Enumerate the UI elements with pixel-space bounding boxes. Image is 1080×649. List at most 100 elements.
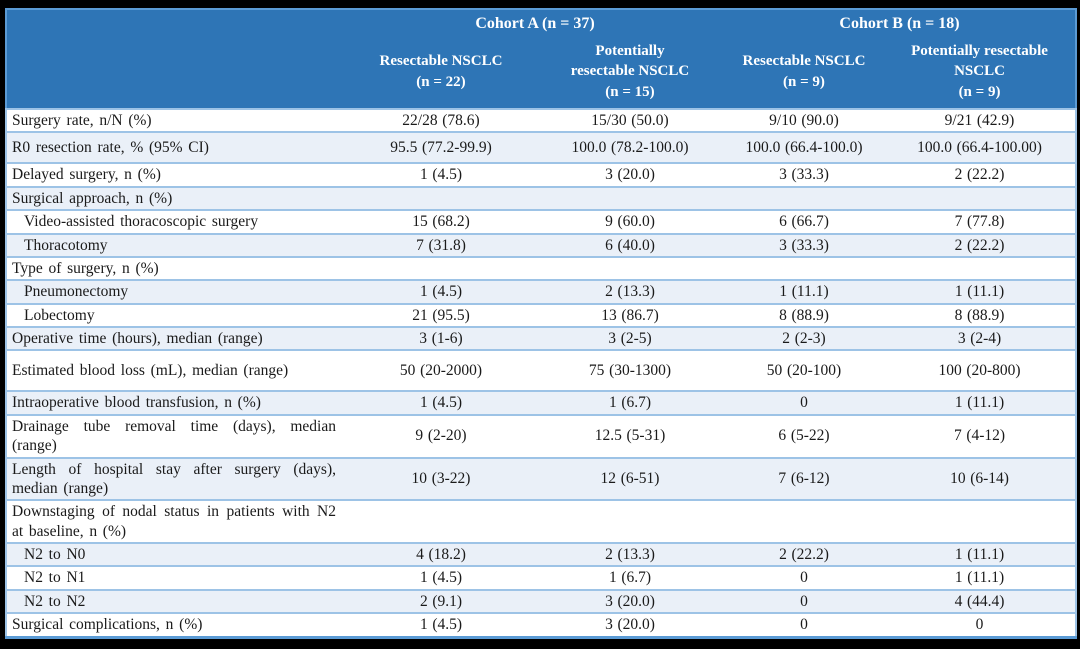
table-row: Intraoperative blood transfusion, n (%) 1… bbox=[6, 390, 1077, 415]
cell-value: 3 (2-4) bbox=[884, 325, 1077, 351]
table-row: N2 to N0 4 (18.2) 2 (13.3) 2 (22.2) 1 (11.1) bbox=[6, 541, 1077, 567]
table-row: Lobectomy 21 (95.5) 13 (86.7) 8 (88.9) 8 (88… bbox=[6, 302, 1077, 327]
cell-value: 3 (20.0) bbox=[536, 588, 724, 614]
cell-value: 100.0 (66.4-100.00) bbox=[884, 131, 1077, 164]
cell-value: 1 (11.1) bbox=[884, 565, 1077, 590]
cell-value: 2 (13.3) bbox=[536, 541, 724, 567]
table-row: Drainage tube removal time (days), media… bbox=[6, 413, 1077, 458]
cell-value: 2 (2-3) bbox=[724, 325, 884, 351]
cell-value: 8 (88.9) bbox=[884, 302, 1077, 327]
cell-value: 15 (68.2) bbox=[346, 209, 536, 234]
cell-value: 3 (1-6) bbox=[346, 325, 536, 351]
table-row: R0 resection rate, % (95% CI) 95.5 (77.2-… bbox=[6, 131, 1077, 164]
cell-value: 0 bbox=[724, 588, 884, 614]
subgroup-header-row: Resectable NSCLC (n = 22) Potentially re… bbox=[6, 35, 1077, 109]
cell-value: 15/30 (50.0) bbox=[536, 107, 724, 133]
cell-value: 3 (2-5) bbox=[536, 325, 724, 351]
table-row: Type of surgery, n (%) bbox=[6, 255, 1077, 281]
cell-value: 100.0 (78.2-100.0) bbox=[536, 131, 724, 164]
table-row: Pneumonectomy 1 (4.5) 2 (13.3) 1 (11.1) 1 (1… bbox=[6, 279, 1077, 304]
cell-value: 1 (4.5) bbox=[346, 612, 536, 637]
row-label: Surgical complications, n (%) bbox=[6, 612, 346, 637]
cell-value: 8 (88.9) bbox=[724, 302, 884, 327]
empty-corner-cell bbox=[6, 9, 346, 109]
table-row: Surgical complications, n (%) 1 (4.5) 3 (2… bbox=[6, 612, 1077, 637]
cell-value: 1 (4.5) bbox=[346, 279, 536, 304]
cell-value: 75 (30-1300) bbox=[536, 349, 724, 392]
cell-value: 9 (2-20) bbox=[346, 413, 536, 458]
cell-value: 13 (86.7) bbox=[536, 302, 724, 327]
table-row: Delayed surgery, n (%) 1 (4.5) 3 (20.0) 3 (… bbox=[6, 162, 1077, 187]
table-body: Surgery rate, n/N (%) 22/28 (78.6) 15/30 (… bbox=[6, 107, 1077, 637]
surgery-outcomes-table: Cohort A (n = 37) Cohort B (n = 18) Rese… bbox=[5, 8, 1078, 639]
cell-value bbox=[884, 185, 1077, 211]
table-row: N2 to N1 1 (4.5) 1 (6.7) 0 1 (11.1) bbox=[6, 565, 1077, 590]
table-row: Surgical approach, n (%) bbox=[6, 185, 1077, 211]
cell-value: 1 (4.5) bbox=[346, 390, 536, 415]
cell-value: 3 (33.3) bbox=[724, 232, 884, 257]
row-label: Estimated blood loss (mL), median (range… bbox=[6, 349, 346, 392]
cell-value: 9/10 (90.0) bbox=[724, 107, 884, 133]
table-row: Surgery rate, n/N (%) 22/28 (78.6) 15/30 (… bbox=[6, 107, 1077, 133]
subheader-potentially-resectable-b: Potentially resectable NSCLC (n = 9) bbox=[884, 35, 1077, 109]
cell-value: 2 (22.2) bbox=[884, 232, 1077, 257]
row-label: Thoracotomy bbox=[6, 232, 346, 257]
cell-value: 1 (6.7) bbox=[536, 390, 724, 415]
cell-value: 4 (44.4) bbox=[884, 588, 1077, 614]
cohort-b-header: Cohort B (n = 18) bbox=[724, 9, 1077, 35]
cell-value: 1 (11.1) bbox=[724, 279, 884, 304]
row-label: R0 resection rate, % (95% CI) bbox=[6, 131, 346, 164]
table-row: Thoracotomy 7 (31.8) 6 (40.0) 3 (33.3) 2 (22… bbox=[6, 232, 1077, 257]
row-label: Lobectomy bbox=[6, 302, 346, 327]
table-header: Cohort A (n = 37) Cohort B (n = 18) Rese… bbox=[6, 9, 1077, 109]
cell-value bbox=[346, 255, 536, 281]
cell-value bbox=[536, 255, 724, 281]
cell-value: 3 (20.0) bbox=[536, 612, 724, 637]
cell-value: 100.0 (66.4-100.0) bbox=[724, 131, 884, 164]
cell-value: 22/28 (78.6) bbox=[346, 107, 536, 133]
cell-value: 50 (20-2000) bbox=[346, 349, 536, 392]
cell-value: 1 (11.1) bbox=[884, 390, 1077, 415]
cell-value bbox=[884, 499, 1077, 543]
cell-value: 9/21 (42.9) bbox=[884, 107, 1077, 133]
row-label: Surgical approach, n (%) bbox=[6, 185, 346, 211]
subheader-resectable-b: Resectable NSCLC (n = 9) bbox=[724, 35, 884, 109]
cell-value: 6 (66.7) bbox=[724, 209, 884, 234]
cell-value: 12 (6-51) bbox=[536, 456, 724, 501]
surgery-outcomes-table-frame: Cohort A (n = 37) Cohort B (n = 18) Rese… bbox=[5, 8, 1078, 639]
cell-value: 1 (11.1) bbox=[884, 541, 1077, 567]
cell-value: 7 (77.8) bbox=[884, 209, 1077, 234]
row-label: Video-assisted thoracoscopic surgery bbox=[6, 209, 346, 234]
cell-value: 10 (3-22) bbox=[346, 456, 536, 501]
cell-value: 1 (6.7) bbox=[536, 565, 724, 590]
row-label: Delayed surgery, n (%) bbox=[6, 162, 346, 187]
cell-value: 0 bbox=[884, 612, 1077, 637]
cell-value: 50 (20-100) bbox=[724, 349, 884, 392]
subheader-resectable-a: Resectable NSCLC (n = 22) bbox=[346, 35, 536, 109]
cell-value: 2 (13.3) bbox=[536, 279, 724, 304]
row-label: N2 to N2 bbox=[6, 588, 346, 614]
cell-value bbox=[346, 499, 536, 543]
row-label: N2 to N1 bbox=[6, 565, 346, 590]
cell-value: 7 (4-12) bbox=[884, 413, 1077, 458]
cell-value: 95.5 (77.2-99.9) bbox=[346, 131, 536, 164]
row-label: Intraoperative blood transfusion, n (%) bbox=[6, 390, 346, 415]
cell-value: 0 bbox=[724, 565, 884, 590]
cell-value bbox=[536, 185, 724, 211]
cell-value bbox=[346, 185, 536, 211]
cell-value bbox=[884, 255, 1077, 281]
row-label: N2 to N0 bbox=[6, 541, 346, 567]
row-label: Surgery rate, n/N (%) bbox=[6, 107, 346, 133]
cell-value: 100 (20-800) bbox=[884, 349, 1077, 392]
cell-value: 12.5 (5-31) bbox=[536, 413, 724, 458]
cell-value: 2 (22.2) bbox=[884, 162, 1077, 187]
table-row: Operative time (hours), median (range) 3 … bbox=[6, 325, 1077, 351]
cohort-a-header: Cohort A (n = 37) bbox=[346, 9, 724, 35]
row-label: Length of hospital stay after surgery (d… bbox=[6, 456, 346, 501]
cell-value: 10 (6-14) bbox=[884, 456, 1077, 501]
cell-value bbox=[724, 255, 884, 281]
cell-value: 2 (22.2) bbox=[724, 541, 884, 567]
cell-value: 21 (95.5) bbox=[346, 302, 536, 327]
table-row: Length of hospital stay after surgery (d… bbox=[6, 456, 1077, 501]
row-label: Operative time (hours), median (range) bbox=[6, 325, 346, 351]
